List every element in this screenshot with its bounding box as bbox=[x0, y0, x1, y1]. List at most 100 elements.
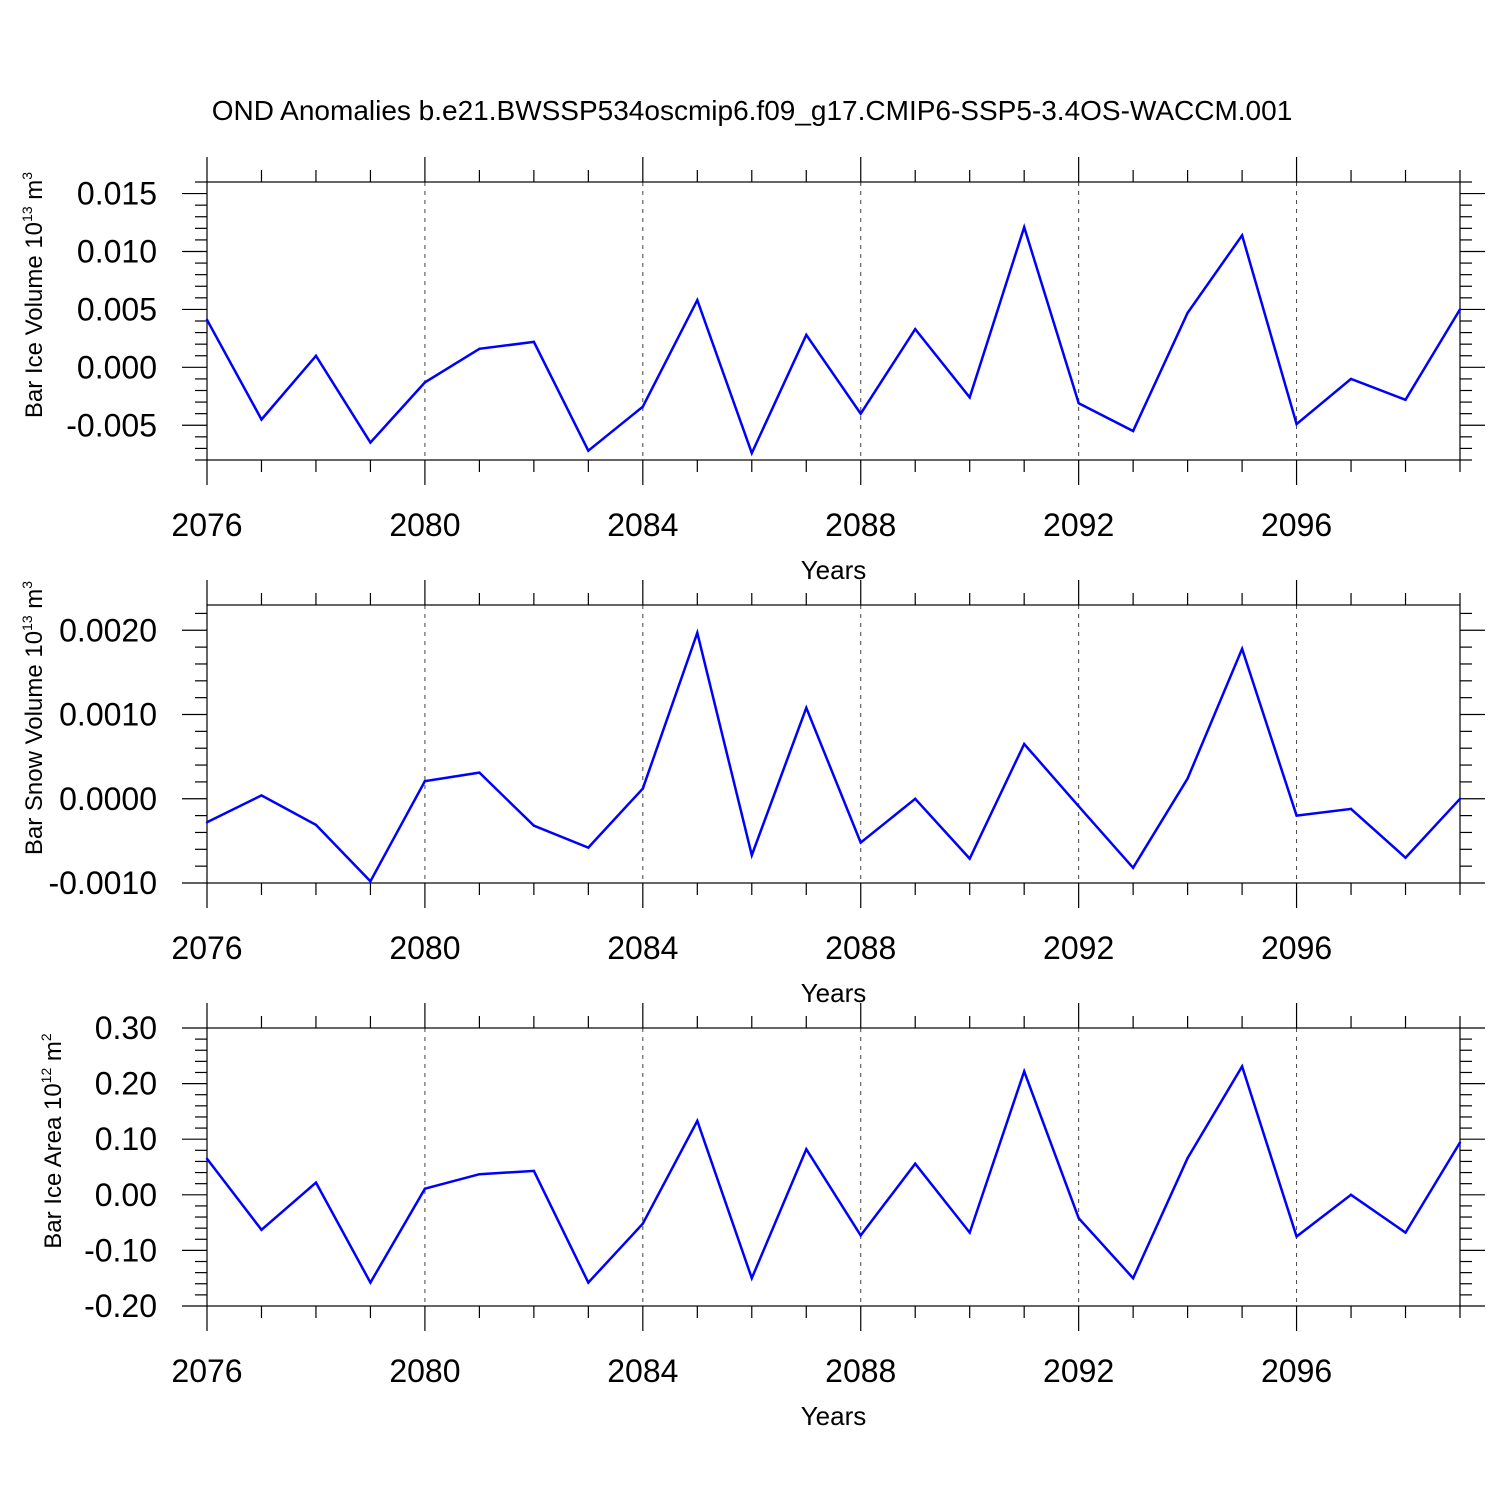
x-axis-title: Years bbox=[801, 1401, 867, 1431]
data-point bbox=[750, 854, 753, 857]
data-point bbox=[641, 787, 645, 790]
x-tick-label: 2076 bbox=[171, 930, 242, 966]
y-tick-label: 0.000 bbox=[77, 349, 157, 385]
x-tick-label: 2076 bbox=[171, 1353, 242, 1389]
data-point bbox=[1022, 225, 1026, 229]
data-point bbox=[968, 857, 971, 860]
data-point bbox=[205, 318, 209, 322]
y-axis-title: Bar Snow Volume 1013 m3 bbox=[19, 581, 48, 855]
data-point bbox=[914, 327, 917, 331]
data-point bbox=[532, 1169, 536, 1173]
x-tick-label: 2096 bbox=[1261, 507, 1332, 543]
data-point bbox=[532, 340, 536, 344]
data-point bbox=[859, 412, 862, 415]
x-tick-label: 2084 bbox=[607, 1353, 678, 1389]
y-tick-label: 0.005 bbox=[77, 291, 157, 327]
data-point bbox=[260, 1228, 263, 1232]
y-axis-title-text: Bar Snow Volume 10 bbox=[21, 631, 48, 855]
data-point bbox=[696, 298, 699, 302]
y-tick-label: 0.010 bbox=[77, 234, 157, 270]
y-tick-label: 0.015 bbox=[77, 176, 157, 212]
series-line-2 bbox=[206, 628, 1461, 884]
x-tick-label: 2088 bbox=[825, 930, 896, 966]
data-point bbox=[1295, 422, 1298, 426]
x-tick-label: 2084 bbox=[607, 930, 678, 966]
data-point bbox=[1295, 1235, 1298, 1238]
data-point bbox=[260, 418, 263, 421]
data-point bbox=[478, 1173, 481, 1176]
x-tick-label: 2076 bbox=[171, 507, 242, 543]
data-point bbox=[750, 451, 753, 455]
data-point bbox=[914, 797, 917, 800]
y-axis-title-superscript: 13 bbox=[19, 206, 35, 222]
x-tick-label: 2092 bbox=[1043, 507, 1114, 543]
data-point bbox=[1131, 866, 1135, 870]
x-axis-title: Years bbox=[801, 978, 867, 1008]
data-point bbox=[1077, 402, 1080, 405]
data-point bbox=[587, 1281, 590, 1284]
data-point bbox=[532, 824, 536, 827]
y-axis-title-text: m bbox=[40, 1041, 67, 1068]
x-tick-label: 2088 bbox=[825, 507, 896, 543]
series-line-1 bbox=[205, 223, 1462, 457]
chart-panel-1: 2076 2080 2084 2088 2092 2096 -0.005 0.000 0.005… bbox=[19, 157, 1485, 585]
data-point bbox=[587, 449, 590, 452]
data-point bbox=[205, 1157, 209, 1160]
x-tick-label: 2080 bbox=[389, 930, 460, 966]
data-point bbox=[805, 333, 808, 337]
x-tick-label: 2088 bbox=[825, 1353, 896, 1389]
data-point bbox=[369, 880, 372, 883]
data-point bbox=[641, 405, 645, 408]
chart-panel-2: 2076 2080 2084 2088 2092 2096 -0.0010 0.0000 0.0… bbox=[19, 580, 1485, 1008]
data-point bbox=[914, 1162, 917, 1165]
data-point bbox=[1240, 234, 1244, 237]
data-point bbox=[1240, 647, 1244, 651]
y-tick-label: 0.20 bbox=[95, 1066, 157, 1102]
data-point bbox=[859, 1234, 862, 1237]
x-axis-title: Years bbox=[801, 555, 867, 585]
y-tick-label: -0.0010 bbox=[48, 865, 157, 901]
y-tick-label: 0.10 bbox=[95, 1121, 157, 1157]
data-point bbox=[1240, 1065, 1244, 1068]
data-point bbox=[1404, 398, 1407, 401]
y-axis-title-superscript: 13 bbox=[19, 615, 35, 631]
y-axis-title-text: Bar Ice Area 10 bbox=[40, 1083, 67, 1248]
data-point bbox=[369, 1281, 372, 1284]
data-point bbox=[1131, 1277, 1135, 1280]
data-point bbox=[478, 347, 481, 350]
data-point bbox=[1186, 777, 1189, 780]
y-axis-title-text: Bar Ice Volume 10 bbox=[21, 222, 48, 418]
data-point bbox=[1349, 1193, 1353, 1197]
x-tick-label: 2092 bbox=[1043, 930, 1114, 966]
data-point bbox=[805, 1148, 808, 1151]
y-axis-title-superscript: 3 bbox=[19, 581, 35, 589]
data-point bbox=[1349, 807, 1353, 811]
y-axis-title-superscript: 12 bbox=[38, 1068, 54, 1084]
data-point bbox=[314, 823, 318, 827]
y-axis-title: Bar Ice Area 1012 m2 bbox=[38, 1033, 67, 1249]
y-axis-title-text: m bbox=[21, 180, 48, 207]
data-point bbox=[1404, 856, 1407, 859]
data-point bbox=[696, 1119, 699, 1123]
data-point bbox=[859, 841, 862, 844]
data-point bbox=[1458, 308, 1462, 311]
data-point bbox=[1022, 742, 1026, 746]
data-point bbox=[1458, 1141, 1462, 1144]
data-point bbox=[805, 706, 808, 709]
data-point bbox=[423, 381, 427, 384]
plot-frame bbox=[206, 1027, 1461, 1307]
data-point bbox=[314, 1181, 318, 1184]
data-point bbox=[696, 631, 699, 634]
data-point bbox=[1295, 814, 1298, 817]
y-tick-label: 0.0020 bbox=[59, 612, 157, 648]
data-point bbox=[641, 1222, 645, 1225]
x-tick-label: 2080 bbox=[389, 1353, 460, 1389]
series-line-3 bbox=[206, 1063, 1462, 1286]
data-point bbox=[205, 821, 209, 824]
data-point bbox=[968, 396, 971, 399]
y-tick-label: -0.005 bbox=[66, 407, 157, 443]
y-tick-label: -0.20 bbox=[84, 1288, 157, 1324]
data-point bbox=[968, 1231, 971, 1234]
data-point bbox=[1186, 311, 1189, 315]
